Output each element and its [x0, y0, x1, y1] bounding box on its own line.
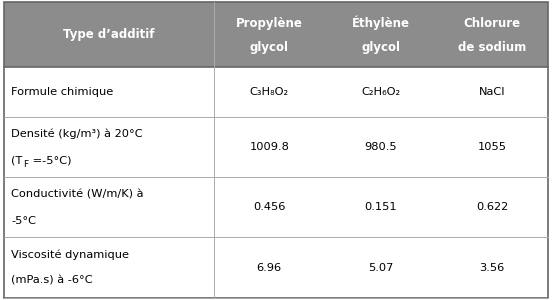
Text: Éthylène: Éthylène — [352, 16, 410, 30]
Text: 0.622: 0.622 — [476, 202, 508, 212]
Text: 980.5: 980.5 — [364, 142, 397, 152]
Text: glycol: glycol — [361, 41, 400, 54]
Text: Chlorure: Chlorure — [463, 16, 521, 29]
Text: 1009.8: 1009.8 — [250, 142, 289, 152]
Bar — [4, 2, 548, 67]
Bar — [4, 117, 548, 177]
Text: F: F — [23, 160, 28, 169]
Text: de sodium: de sodium — [458, 41, 526, 54]
Text: 0.456: 0.456 — [253, 202, 285, 212]
Text: 1055: 1055 — [477, 142, 506, 152]
Text: Propylène: Propylène — [236, 16, 302, 29]
Text: 5.07: 5.07 — [368, 262, 393, 272]
Text: (T: (T — [11, 155, 23, 165]
Text: =-5°C): =-5°C) — [29, 155, 71, 165]
Bar — [4, 67, 548, 117]
Text: Conductivité (W/m/K) à: Conductivité (W/m/K) à — [11, 189, 144, 199]
Text: 6.96: 6.96 — [257, 262, 282, 272]
Text: 3.56: 3.56 — [479, 262, 505, 272]
Text: C₃H₈O₂: C₃H₈O₂ — [250, 87, 289, 97]
Text: Densité (kg/m³) à 20°C: Densité (kg/m³) à 20°C — [11, 129, 142, 139]
Text: Type d’additif: Type d’additif — [63, 28, 155, 41]
Bar — [4, 237, 548, 298]
Text: (mPa.s) à -6°C: (mPa.s) à -6°C — [11, 276, 93, 286]
Bar — [4, 177, 548, 237]
Text: Viscosité dynamique: Viscosité dynamique — [11, 249, 129, 260]
Text: -5°C: -5°C — [11, 216, 36, 226]
Text: C₂H₆O₂: C₂H₆O₂ — [361, 87, 400, 97]
Text: Formule chimique: Formule chimique — [11, 87, 113, 97]
Text: glycol: glycol — [250, 41, 289, 54]
Text: NaCl: NaCl — [479, 87, 505, 97]
Text: 0.151: 0.151 — [364, 202, 397, 212]
